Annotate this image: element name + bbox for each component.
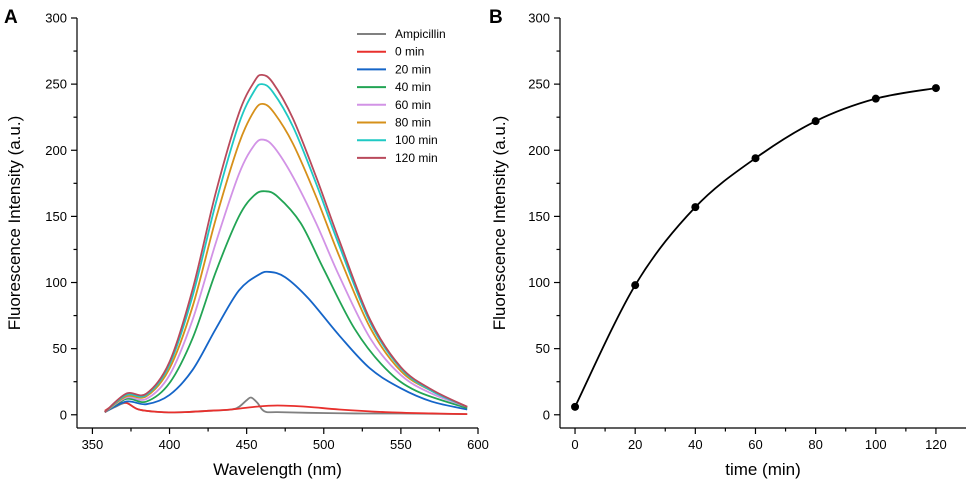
- panel-a-series-line-20-min: [104, 270, 468, 413]
- legend-label-40-min: 40 min: [395, 80, 431, 94]
- legend-label-120-min: 120 min: [395, 151, 438, 165]
- panel-a-x-tick-label: 450: [236, 437, 258, 452]
- panel-a-y-tick-label: 300: [45, 11, 67, 26]
- panel-b-data-point: [691, 203, 700, 212]
- panel-b-y-tick-label: 250: [528, 77, 550, 92]
- panel-b-y-tick-label: 150: [528, 209, 550, 224]
- panel-a-y-tick-label: 100: [45, 275, 67, 290]
- panel-b-x-tick-label: 20: [628, 437, 642, 452]
- panel-a-series-line-60-min: [104, 138, 468, 413]
- legend-label-0-min: 0 min: [395, 45, 424, 59]
- panel-a-series-group: [104, 73, 468, 416]
- panel-b-data-point: [931, 84, 940, 93]
- panel-a-series-line-120-min: [104, 73, 468, 413]
- panel-b-y-tick-label: 100: [528, 275, 550, 290]
- panel-a-y-tick-label: 50: [53, 341, 67, 356]
- legend-label-100-min: 100 min: [395, 133, 438, 147]
- panel-b-series-group: [571, 84, 940, 411]
- panel-b-data-point: [751, 154, 760, 163]
- legend-label-60-min: 60 min: [395, 98, 431, 112]
- panel-a-label: A: [4, 7, 18, 28]
- legend-label-20-min: 20 min: [395, 62, 431, 76]
- panel-a-series-line-40-min: [104, 190, 468, 413]
- panel-a-x-tick-label: 600: [467, 437, 489, 452]
- panel-b-y-tick-label: 300: [528, 11, 550, 26]
- panel-a-series-line-0-min: [104, 401, 468, 416]
- legend-label-ampicillin: Ampicillin: [395, 27, 446, 41]
- panel-a-y-tick-label: 150: [45, 209, 67, 224]
- panel-b-x-tick-label: 80: [808, 437, 822, 452]
- panel-a-x-tick-label: 500: [313, 437, 335, 452]
- panel-a: A 350 400 450 500 550 600 0 50 100 150 200 250 300 W…: [4, 7, 489, 479]
- panel-a-series-line-100-min: [104, 83, 468, 413]
- panel-b-x-tick-label: 60: [748, 437, 762, 452]
- panel-b-x-axis-title: time (min): [725, 460, 801, 479]
- panel-b-data-point: [631, 281, 640, 290]
- panel-b-y-axis-title: Fluorescence Intensity (a.u.): [490, 116, 509, 330]
- panel-b-x-tick-label: 40: [688, 437, 702, 452]
- panel-b-y-tick-label: 200: [528, 143, 550, 158]
- panel-a-y-tick-label: 200: [45, 143, 67, 158]
- panel-b-label: B: [489, 7, 503, 28]
- panel-a-series-line-80-min: [104, 102, 468, 413]
- panel-b-y-tick-label: 0: [543, 407, 550, 422]
- legend-label-80-min: 80 min: [395, 116, 431, 130]
- panel-b-axes: 0 20 40 60 80 100 120 0 50 100 150 200 250 300: [528, 11, 966, 452]
- panel-a-axes: 350 400 450 500 550 600 0 50 100 150 200 250 300: [45, 11, 489, 453]
- panel-a-y-axis-title: Fluorescence Intensity (a.u.): [5, 116, 24, 330]
- panel-a-y-tick-label: 250: [45, 77, 67, 92]
- panel-a-x-tick-label: 550: [390, 437, 412, 452]
- panel-a-legend: Ampicillin 0 min 20 min 40 min 60 min 80 min 1…: [357, 27, 446, 165]
- panel-b-x-tick-label: 0: [571, 437, 578, 452]
- panel-b-data-point: [811, 117, 820, 126]
- panel-a-y-tick-label: 0: [60, 407, 67, 422]
- panel-b-data-point: [571, 402, 580, 411]
- panel-b-series-line-fluorescence-intensity: [574, 87, 937, 408]
- panel-b-x-tick-label: 120: [925, 437, 947, 452]
- panel-b: B 0 20 40 60 80 100 120 0 50 100 150 200 250 300 time…: [489, 7, 966, 479]
- panel-b-x-tick-label: 100: [865, 437, 887, 452]
- panel-a-x-tick-label: 350: [82, 437, 104, 452]
- panel-b-y-tick-label: 50: [536, 341, 550, 356]
- panel-a-x-axis-title: Wavelength (nm): [213, 460, 342, 479]
- panel-b-data-point: [871, 94, 880, 103]
- panel-a-x-tick-label: 400: [159, 437, 181, 452]
